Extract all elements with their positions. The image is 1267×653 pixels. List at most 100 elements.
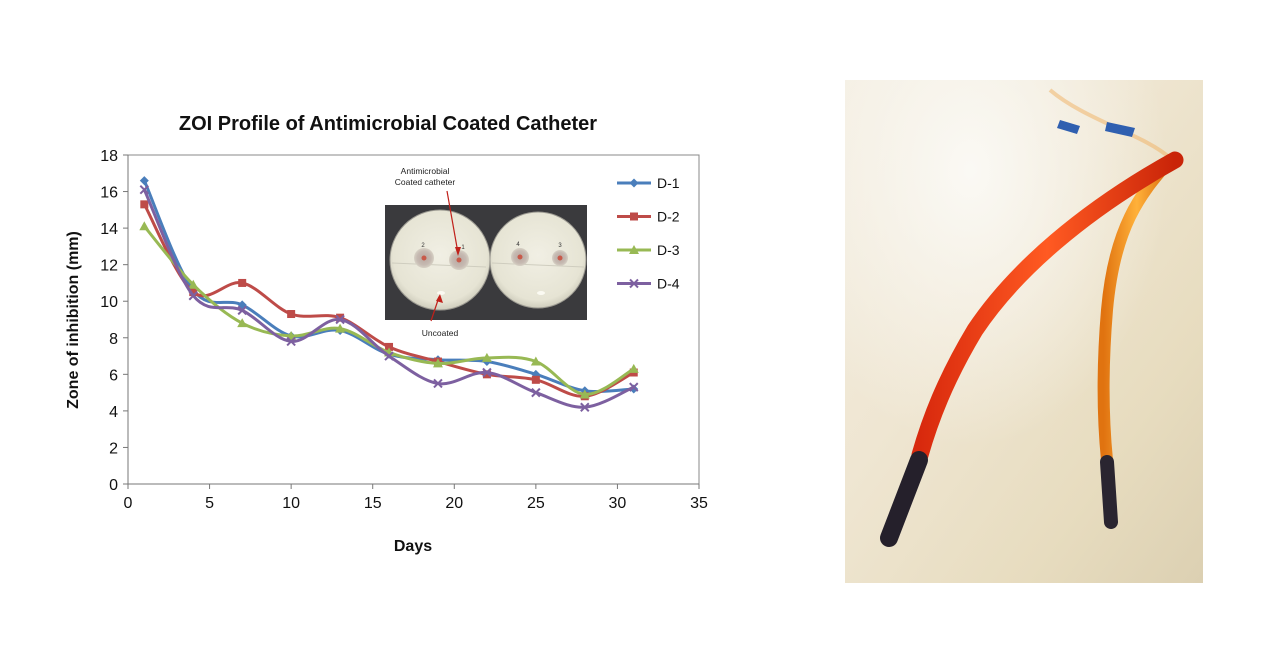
x-marker-stroke [335,314,345,325]
y-tick-label: 10 [100,294,118,311]
series-line-d-2 [142,203,635,398]
legend-label: D-1 [657,175,680,191]
data-point-d-3 [188,279,199,289]
x-tick-label: 5 [205,495,214,512]
data-point-d-3 [139,221,150,231]
petri-dish-right [489,211,587,309]
x-tick-label: 35 [690,495,708,512]
x-marker-stroke [433,378,443,389]
data-point-d-4 [482,367,492,378]
data-point-d-3 [335,323,346,333]
x-tick-label: 20 [445,495,463,512]
x-marker-stroke [629,278,639,289]
data-point-d-2 [287,310,296,319]
red-catheter-tube [911,151,1184,464]
legend: D-1 D-2 D-3 D-4 [617,175,680,292]
coated-label-line: Coated catheter [395,177,456,187]
data-point-d-3 [579,389,590,399]
x-marker-stroke [188,291,198,301]
uncoated-label: Uncoated [422,328,459,338]
y-tick-label: 18 [100,148,118,165]
data-point-d-2 [140,200,149,209]
x-tick-label: 25 [527,495,545,512]
x-tick-label: 30 [609,495,627,512]
y-tick-label: 16 [100,185,118,202]
dish-divider-line [391,262,487,268]
legend-marker [629,178,639,188]
data-point-d-2 [336,313,345,322]
catheter-sample [456,257,462,263]
legend-marker [630,212,638,221]
legend-label: D-4 [657,276,680,292]
catheter-sample [517,254,523,260]
coated-arrow [446,190,459,254]
data-point-d-4 [531,387,541,398]
uncoated-arrowhead [436,294,443,303]
legend-marker [629,245,639,254]
x-marker-stroke [580,402,590,412]
legend-label: D-2 [657,209,680,225]
x-marker-stroke [482,367,492,378]
x-marker-stroke [629,382,639,392]
catheter-photo [845,80,1203,583]
plate-label: 4 [516,242,520,248]
data-point-d-4 [629,382,639,392]
coated-catheter-label: Antimicrobial Coated catheter [395,166,456,187]
data-point-d-4 [384,351,394,361]
chart-title: ZOI Profile of Antimicrobial Coated Cath… [179,113,597,135]
data-point-d-4 [286,336,296,347]
legend-label: D-3 [657,242,680,258]
data-point-d-2 [531,375,540,384]
x-axis-label: Days [394,538,432,555]
data-point-d-3 [530,356,541,366]
x-marker-stroke [531,387,541,398]
data-point-d-4 [188,291,198,301]
y-tick-label: 14 [100,221,118,238]
y-tick-label: 6 [109,367,118,384]
coated-arrowhead [455,247,461,256]
plate-label: 1 [461,245,465,251]
chart-panel: ZOI Profile of Antimicrobial Coated Cath… [0,85,740,575]
x-tick-label: 10 [282,495,300,512]
coated-label-line: Antimicrobial [401,166,450,176]
orange-catheter-tip [1100,455,1118,529]
x-marker-stroke [286,336,296,347]
y-tick-label: 12 [100,258,118,275]
data-point-d-3 [237,318,248,328]
inset-photo-petri-dishes: 2 1 4 3 Antimicrobial Coated catheter Unc… [385,166,587,338]
data-point-d-3 [432,358,443,368]
x-marker-stroke [237,305,247,316]
plate-label: 3 [558,243,562,249]
data-point-d-4 [335,314,345,325]
y-tick-label: 0 [109,477,118,494]
x-marker-stroke [384,351,394,361]
data-point-d-2 [189,288,198,297]
legend-marker [629,278,639,289]
catheter-sample [421,255,427,261]
data-point-d-3 [481,352,492,362]
catheter-photo-illustration [845,80,1203,583]
dish-divider-line [491,262,585,268]
data-point-d-1 [139,176,149,186]
y-tick-label: 8 [109,331,118,348]
plate-label: 2 [421,243,425,249]
data-point-d-4 [580,402,590,412]
series-lines [139,176,639,412]
y-tick-label: 2 [109,440,118,457]
x-marker-stroke [139,185,150,195]
x-tick-label: 0 [124,495,133,512]
catheter-sample [557,255,563,261]
orange-catheter-tube [1097,154,1176,466]
series-line-d-4 [142,189,635,409]
red-catheter-tip [880,451,928,547]
blue-connector-icon [1105,122,1135,137]
data-point-d-2 [385,342,394,351]
data-point-d-2 [238,278,247,287]
data-point-d-4 [237,305,247,316]
uncoated-sample [437,291,445,295]
uncoated-sample [537,291,545,295]
data-point-d-4 [433,378,443,389]
data-point-d-2 [482,370,491,379]
x-tick-label: 15 [364,495,382,512]
